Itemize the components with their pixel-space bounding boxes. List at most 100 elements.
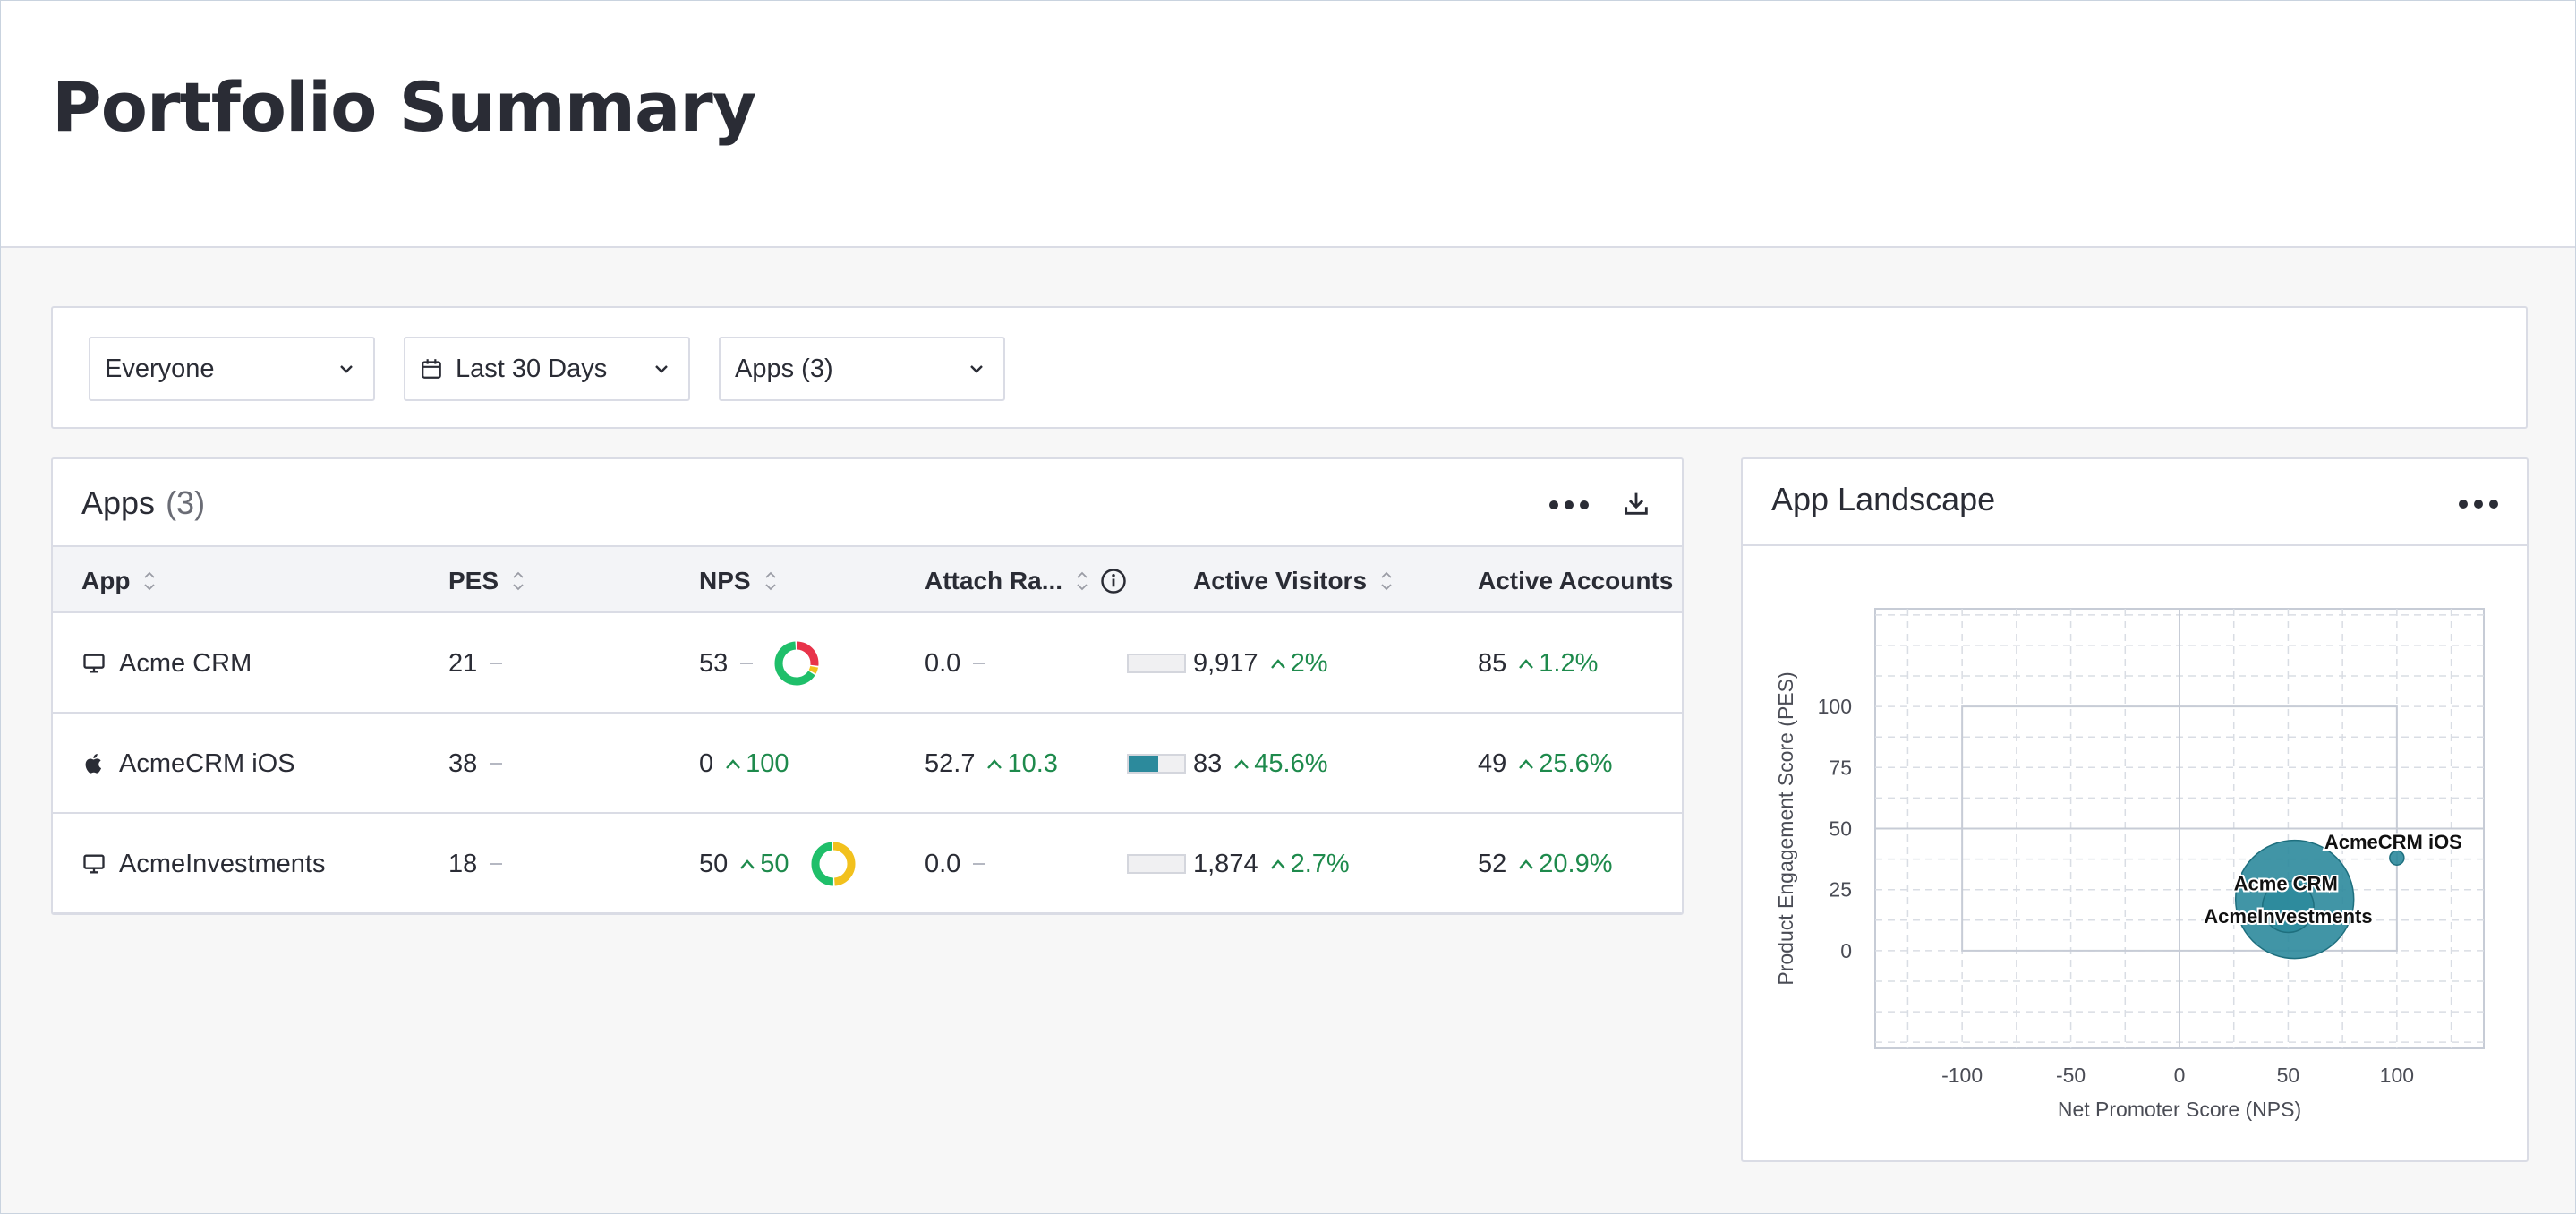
- column-header-app-label: App: [81, 567, 131, 594]
- column-header-attach-rate-label: Attach Ra...: [925, 567, 1063, 594]
- download-icon[interactable]: [1621, 488, 1651, 518]
- app-landscape-card: App Landscape -100 -50 0 50 100 0 25 50 75 100 Net…: [1741, 457, 2529, 1162]
- app-name: Acme CRM: [119, 648, 252, 678]
- x-tick-label: 0: [2174, 1064, 2186, 1087]
- pes-value: 38: [448, 748, 478, 778]
- y-tick-label: 0: [1840, 939, 1852, 962]
- pes-value: 18: [448, 849, 478, 878]
- nps-value: 50: [699, 849, 729, 878]
- x-axis-label: Net Promoter Score (NPS): [2058, 1098, 2301, 1121]
- table-row[interactable]: AcmeInvestments 18 50 50 0.0 1,874 2.7% 52 20.9%: [53, 814, 1682, 913]
- app-landscape-chart: -100 -50 0 50 100 0 25 50 75 100 Net Promoter Scor…: [1774, 608, 2485, 1121]
- change-value: 2%: [1290, 648, 1328, 678]
- attach-rate-bar: [1127, 754, 1186, 774]
- data-point-bubble: [2389, 850, 2405, 866]
- attach-rate-bar: [1127, 854, 1186, 874]
- apps-table-title: Apps (3): [81, 484, 205, 522]
- no-change-dash: [973, 863, 986, 865]
- apps-select[interactable]: Apps (3): [719, 337, 1005, 401]
- nps-donut-passive-segment: [811, 842, 856, 886]
- no-change-dash: [490, 863, 503, 865]
- sort-icon: [1381, 571, 1392, 591]
- change-value: 25.6%: [1539, 748, 1613, 778]
- nps-donut-chart: [774, 641, 819, 686]
- no-change-dash: [490, 663, 503, 664]
- attach-rate-bar-fill: [1129, 756, 1158, 772]
- up-arrow-icon: [987, 759, 1002, 769]
- y-tick-label: 25: [1829, 878, 1852, 902]
- active-accounts-cell: 49 25.6%: [1478, 714, 1613, 814]
- no-change-dash: [973, 663, 986, 664]
- table-row[interactable]: AcmeCRM iOS 38 0 100 52.7 10.3 83 45.6% 49 25.6%: [53, 714, 1682, 814]
- apps-count: (3): [166, 484, 206, 521]
- change-value: 50: [760, 849, 789, 878]
- page-header: Portfolio Summary: [1, 1, 2575, 248]
- app-landscape-title: App Landscape: [1771, 481, 1996, 517]
- active-accounts-cell: 52 20.9%: [1478, 814, 1613, 913]
- attach-rate-bar: [1127, 654, 1186, 673]
- nps-cell: 53: [699, 613, 821, 714]
- x-tick-label: -100: [1941, 1064, 1983, 1087]
- segment-select-value: Everyone: [105, 354, 215, 383]
- desktop-icon: [83, 854, 105, 874]
- chevron-down-icon: [340, 365, 353, 373]
- positive-change: 50: [738, 850, 789, 879]
- nps-value: 53: [699, 648, 729, 678]
- attach-rate-cell: 52.7 10.3: [925, 714, 1193, 814]
- positive-change: 45.6%: [1233, 748, 1328, 779]
- chevron-down-icon: [970, 365, 983, 373]
- y-tick-label: 50: [1829, 817, 1852, 841]
- no-change-dash: [490, 763, 503, 765]
- app-cell[interactable]: AcmeInvestments: [81, 814, 325, 913]
- date-range-select[interactable]: Last 30 Days: [404, 337, 690, 401]
- active-visitors-value: 1,874: [1193, 849, 1258, 878]
- data-point-label: AcmeCRM iOS: [2324, 831, 2462, 853]
- positive-change: 2.7%: [1269, 850, 1350, 879]
- sort-icon: [764, 571, 776, 591]
- sort-icon: [1077, 571, 1088, 591]
- column-header-attach-rate[interactable]: Attach Ra...: [925, 567, 1127, 595]
- sort-icon: [513, 571, 524, 591]
- app-cell[interactable]: Acme CRM: [81, 613, 252, 714]
- date-range-value: Last 30 Days: [456, 354, 608, 383]
- app-cell[interactable]: AcmeCRM iOS: [81, 714, 295, 814]
- positive-change: 2%: [1269, 649, 1328, 679]
- column-header-pes[interactable]: PES: [448, 567, 525, 595]
- active-visitors-cell: 9,917 2%: [1193, 613, 1328, 714]
- column-header-app[interactable]: App: [81, 567, 157, 595]
- up-arrow-icon: [1519, 659, 1534, 669]
- change-value: 45.6%: [1254, 748, 1328, 778]
- page-title: Portfolio Summary: [52, 67, 756, 147]
- attach-rate-value: 52.7: [925, 748, 976, 778]
- column-header-active-visitors[interactable]: Active Visitors: [1193, 567, 1394, 595]
- more-options-icon[interactable]: [2459, 499, 2498, 509]
- table-row[interactable]: Acme CRM 21 53 0.0 9,917 2% 85 1.2%: [53, 613, 1682, 714]
- column-header-active-accounts[interactable]: Active Accounts: [1478, 567, 1673, 595]
- nps-donut-promoter-segment: [811, 842, 856, 886]
- column-header-nps[interactable]: NPS: [699, 567, 778, 595]
- active-visitors-value: 9,917: [1193, 648, 1258, 678]
- up-arrow-icon: [726, 759, 741, 769]
- up-arrow-icon: [740, 859, 755, 869]
- up-arrow-icon: [1519, 859, 1534, 869]
- positive-change: 1.2%: [1517, 649, 1598, 679]
- column-header-active-accounts-label: Active Accounts: [1478, 567, 1674, 594]
- change-value: 2.7%: [1290, 849, 1350, 878]
- apps-table-title-text: Apps: [81, 484, 156, 521]
- positive-change: 10.3: [985, 749, 1058, 779]
- nps-donut-chart: [811, 842, 856, 886]
- active-accounts-value: 52: [1478, 849, 1507, 878]
- data-point-label: AcmeInvestments: [2204, 905, 2372, 928]
- apps-select-value: Apps (3): [735, 354, 833, 383]
- active-accounts-value: 85: [1478, 648, 1507, 678]
- more-options-icon[interactable]: [1549, 500, 1589, 510]
- up-arrow-icon: [1270, 859, 1285, 869]
- info-icon[interactable]: [1100, 568, 1127, 594]
- calendar-icon: [422, 359, 441, 379]
- chevron-down-icon: [655, 365, 668, 373]
- sort-icon: [144, 571, 156, 591]
- y-axis-label: Product Engagement Score (PES): [1774, 671, 1797, 985]
- active-accounts-cell: 85 1.2%: [1478, 613, 1598, 714]
- segment-select[interactable]: Everyone: [89, 337, 375, 401]
- positive-change: 25.6%: [1517, 748, 1613, 779]
